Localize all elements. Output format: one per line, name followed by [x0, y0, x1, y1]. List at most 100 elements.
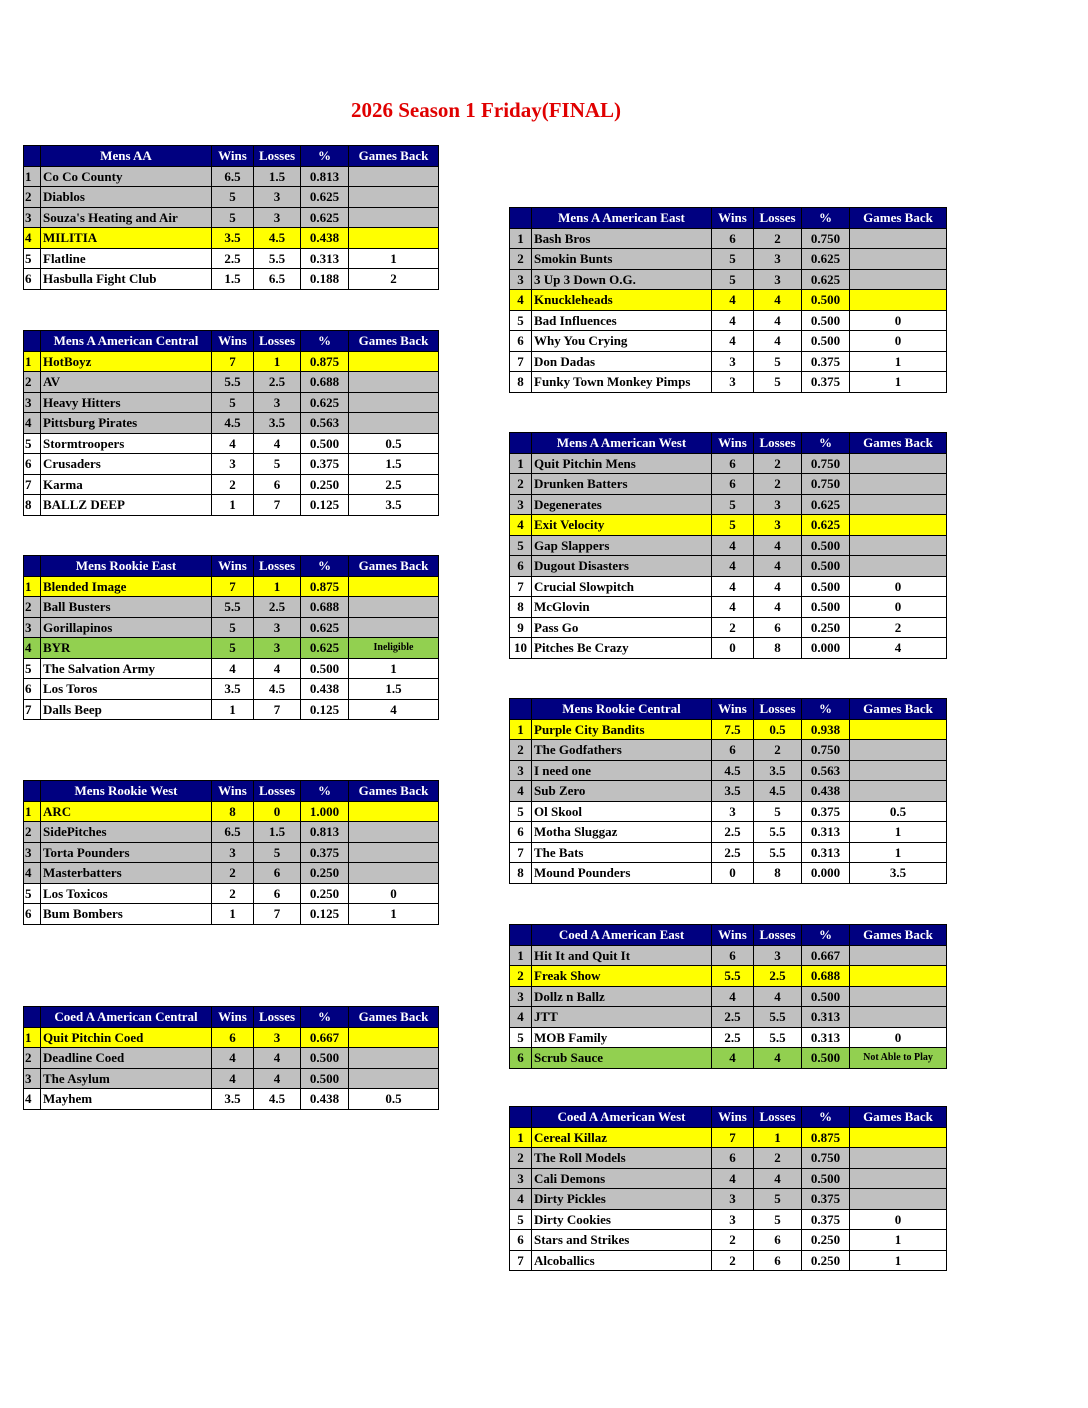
rank-cell: 1	[509, 944, 532, 966]
table-row: 2 Deadline Coed 4 4 0.500	[23, 1047, 439, 1069]
win-pct-cell: 0.250	[300, 862, 349, 884]
wins-cell: 4	[711, 534, 754, 556]
games-back-cell	[849, 739, 947, 761]
team-name-cell: Dalls Beep	[40, 698, 212, 720]
rank-cell: 4	[509, 780, 532, 802]
win-pct-cell: 0.875	[300, 575, 349, 597]
rank-cell: 3	[509, 1167, 532, 1189]
games-back-cell	[849, 1126, 947, 1148]
win-pct-cell: 0.125	[300, 698, 349, 720]
table-row: 3 Heavy Hitters 5 3 0.625	[23, 391, 439, 413]
win-pct-cell: 1.000	[300, 800, 349, 822]
team-name-cell: HotBoyz	[40, 350, 212, 372]
rank-header	[509, 432, 532, 454]
table-row: 2 The Godfathers 6 2 0.750	[509, 739, 947, 761]
wins-cell: 2	[711, 1229, 754, 1251]
games-back-cell	[348, 1026, 439, 1048]
wins-cell: 5	[711, 493, 754, 515]
losses-header: Losses	[753, 1106, 802, 1128]
games-back-cell	[348, 596, 439, 618]
wins-cell: 5	[711, 248, 754, 270]
losses-header: Losses	[753, 207, 802, 229]
games-back-header: Games Back	[348, 555, 439, 577]
rank-cell: 7	[509, 1249, 532, 1271]
wins-cell: 4	[711, 985, 754, 1007]
wins-cell: 2.5	[211, 247, 254, 269]
losses-cell: 5	[753, 1188, 802, 1210]
win-pct-cell: 0.875	[801, 1126, 850, 1148]
standings-table: Mens AA Wins Losses% Games Back 1 Co Co Count…	[23, 145, 439, 290]
wins-cell: 5	[211, 391, 254, 413]
table-row: 2 Drunken Batters 6 2 0.750	[509, 473, 947, 495]
win-pct-cell: 0.125	[300, 903, 349, 925]
losses-cell: 4	[253, 1047, 301, 1069]
table-row: 4 Exit Velocity 5 3 0.625	[509, 514, 947, 536]
losses-cell: 3	[753, 268, 802, 290]
games-back-cell	[348, 821, 439, 843]
table-row: 5 Dirty Cookies 3 5 0.375 0	[509, 1208, 947, 1230]
win-pct-cell: 0.375	[801, 800, 850, 822]
games-back-cell: 0	[849, 330, 947, 352]
rank-cell: 1	[509, 1126, 532, 1148]
wins-cell: 7	[211, 575, 254, 597]
losses-header: Losses	[253, 555, 301, 577]
losses-header: Losses	[753, 698, 802, 720]
rank-cell: 7	[509, 575, 532, 597]
header-row: Mens Rookie West Wins Losses% Games Back	[23, 780, 439, 802]
rank-cell: 6	[23, 678, 41, 700]
team-name-cell: Dollz n Ballz	[531, 985, 712, 1007]
wins-cell: 2	[211, 882, 254, 904]
rank-cell: 5	[509, 534, 532, 556]
win-pct-cell: 0.125	[300, 494, 349, 516]
team-name-cell: Cali Demons	[531, 1167, 712, 1189]
losses-cell: 5	[753, 371, 802, 393]
rank-cell: 8	[509, 862, 532, 884]
table-row: 7 Karma 2 6 0.250 2.5	[23, 473, 439, 495]
rank-cell: 4	[509, 514, 532, 536]
wins-cell: 4	[711, 309, 754, 331]
games-back-cell: 0	[348, 882, 439, 904]
games-back-cell	[849, 965, 947, 987]
games-back-header: Games Back	[849, 1106, 947, 1128]
team-name-cell: The Bats	[531, 841, 712, 863]
standings-table: Mens Rookie Central Wins Losses% Games Back…	[509, 698, 947, 884]
win-pct-cell: 0.750	[801, 227, 850, 249]
win-pct-cell: 0.375	[801, 371, 850, 393]
header-row: Mens A American West Wins Losses% Games Bac…	[509, 432, 947, 454]
team-name-cell: Los Toros	[40, 678, 212, 700]
rank-cell: 4	[23, 412, 41, 434]
team-name-cell: Drunken Batters	[531, 473, 712, 495]
table-row: 4 Dirty Pickles 3 5 0.375	[509, 1188, 947, 1210]
pct-header: %	[300, 330, 349, 352]
win-pct-cell: 0.438	[300, 1088, 349, 1110]
losses-cell: 5	[753, 350, 802, 372]
games-back-cell	[849, 289, 947, 311]
losses-cell: 7	[253, 698, 301, 720]
win-pct-cell: 0.667	[300, 1026, 349, 1048]
team-name-cell: Souza's Heating and Air	[40, 206, 212, 228]
team-name-cell: Stars and Strikes	[531, 1229, 712, 1251]
win-pct-cell: 0.438	[300, 227, 349, 249]
losses-cell: 4	[253, 432, 301, 454]
pct-header: %	[300, 145, 349, 167]
wins-cell: 5	[211, 616, 254, 638]
rank-cell: 3	[509, 268, 532, 290]
win-pct-cell: 0.688	[300, 371, 349, 393]
team-name-cell: Freak Show	[531, 965, 712, 987]
rank-cell: 4	[23, 637, 41, 659]
table-row: 2 Smokin Bunts 5 3 0.625	[509, 248, 947, 270]
wins-cell: 5.5	[711, 965, 754, 987]
win-pct-cell: 0.500	[801, 985, 850, 1007]
wins-cell: 4	[711, 555, 754, 577]
team-name-cell: Crucial Slowpitch	[531, 575, 712, 597]
losses-cell: 3	[253, 186, 301, 208]
rank-cell: 8	[23, 494, 41, 516]
win-pct-cell: 0.625	[801, 514, 850, 536]
table-row: 6 Stars and Strikes 2 6 0.250 1	[509, 1229, 947, 1251]
win-pct-cell: 0.250	[801, 1249, 850, 1271]
win-pct-cell: 0.625	[300, 637, 349, 659]
table-row: 7 Don Dadas 3 5 0.375 1	[509, 350, 947, 372]
win-pct-cell: 0.625	[300, 616, 349, 638]
losses-cell: 4	[253, 657, 301, 679]
rank-cell: 2	[23, 821, 41, 843]
